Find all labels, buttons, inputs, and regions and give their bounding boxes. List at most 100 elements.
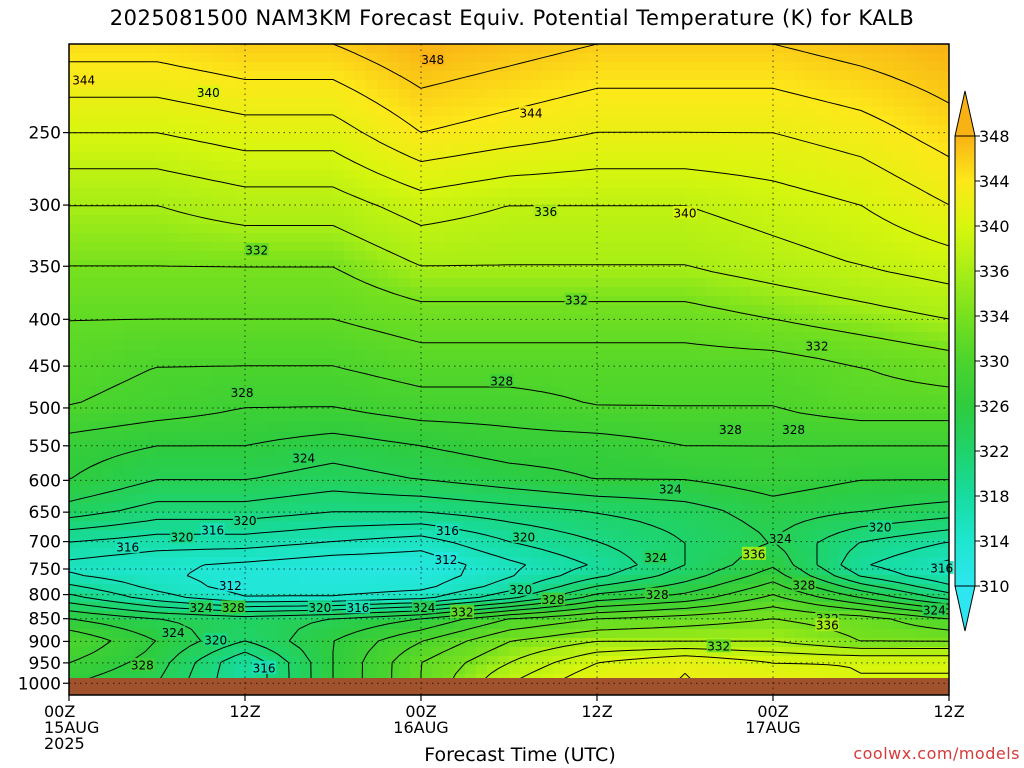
field-cell <box>509 170 521 180</box>
field-cell <box>443 107 455 117</box>
field-cell <box>707 485 719 495</box>
field-cell <box>905 413 917 423</box>
field-cell <box>135 602 147 612</box>
field-cell <box>685 107 697 117</box>
field-cell <box>707 440 719 450</box>
field-cell <box>938 152 949 162</box>
field-cell <box>421 575 433 585</box>
field-cell <box>806 242 818 252</box>
field-cell <box>707 206 719 216</box>
field-cell <box>124 215 136 225</box>
field-cell <box>564 323 576 333</box>
field-cell <box>91 44 103 54</box>
field-cell <box>641 53 653 63</box>
field-cell <box>256 413 268 423</box>
field-cell <box>806 431 818 441</box>
field-cell <box>102 458 114 468</box>
field-cell <box>509 152 521 162</box>
field-cell <box>476 53 488 63</box>
field-cell <box>190 188 202 198</box>
field-cell <box>69 134 81 144</box>
field-cell <box>102 350 114 360</box>
field-cell <box>256 62 268 72</box>
field-cell <box>223 548 235 558</box>
field-cell <box>388 53 400 63</box>
field-cell <box>476 539 488 549</box>
field-cell <box>432 593 444 603</box>
field-cell <box>201 143 213 153</box>
field-cell <box>641 359 653 369</box>
field-cell <box>333 80 345 90</box>
field-cell <box>586 422 598 432</box>
field-cell <box>619 341 631 351</box>
field-cell <box>113 116 125 126</box>
field-cell <box>509 548 521 558</box>
field-cell <box>784 206 796 216</box>
field-cell <box>828 125 840 135</box>
field-cell <box>696 296 708 306</box>
field-cell <box>311 341 323 351</box>
field-cell <box>245 395 257 405</box>
field-cell <box>630 80 642 90</box>
field-cell <box>795 305 807 315</box>
field-cell <box>410 269 422 279</box>
field-cell <box>333 512 345 522</box>
field-cell <box>641 233 653 243</box>
field-cell <box>366 89 378 99</box>
field-cell <box>487 413 499 423</box>
field-cell <box>784 314 796 324</box>
field-cell <box>421 440 433 450</box>
field-cell <box>696 143 708 153</box>
field-cell <box>168 125 180 135</box>
field-cell <box>377 485 389 495</box>
field-cell <box>872 143 884 153</box>
field-cell <box>487 287 499 297</box>
field-cell <box>850 485 862 495</box>
field-cell <box>696 188 708 198</box>
field-cell <box>300 233 312 243</box>
field-cell <box>630 395 642 405</box>
field-cell <box>806 269 818 279</box>
field-cell <box>135 269 147 279</box>
field-cell <box>454 251 466 261</box>
field-cell <box>905 323 917 333</box>
field-cell <box>773 494 785 504</box>
field-cell <box>564 422 576 432</box>
field-cell <box>113 413 125 423</box>
field-cell <box>751 530 763 540</box>
field-cell <box>784 251 796 261</box>
field-cell <box>751 512 763 522</box>
field-cell <box>927 296 939 306</box>
field-cell <box>256 404 268 414</box>
field-cell <box>80 197 92 207</box>
field-cell <box>234 431 246 441</box>
field-cell <box>190 494 202 504</box>
field-cell <box>509 314 521 324</box>
field-cell <box>124 413 136 423</box>
field-cell <box>608 125 620 135</box>
field-cell <box>102 53 114 63</box>
field-cell <box>927 548 939 558</box>
field-cell <box>784 359 796 369</box>
field-cell <box>300 404 312 414</box>
field-cell <box>157 98 169 108</box>
field-cell <box>938 422 949 432</box>
field-cell <box>696 269 708 279</box>
field-cell <box>432 314 444 324</box>
field-cell <box>157 269 169 279</box>
field-cell <box>333 134 345 144</box>
field-cell <box>740 296 752 306</box>
field-cell <box>289 233 301 243</box>
field-cell <box>872 332 884 342</box>
field-cell <box>388 422 400 432</box>
field-cell <box>751 134 763 144</box>
field-cell <box>498 314 510 324</box>
field-cell <box>399 422 411 432</box>
field-cell <box>927 206 939 216</box>
field-cell <box>388 107 400 117</box>
field-cell <box>102 98 114 108</box>
field-cell <box>916 116 928 126</box>
field-cell <box>630 449 642 459</box>
field-cell <box>454 89 466 99</box>
field-cell <box>267 395 279 405</box>
